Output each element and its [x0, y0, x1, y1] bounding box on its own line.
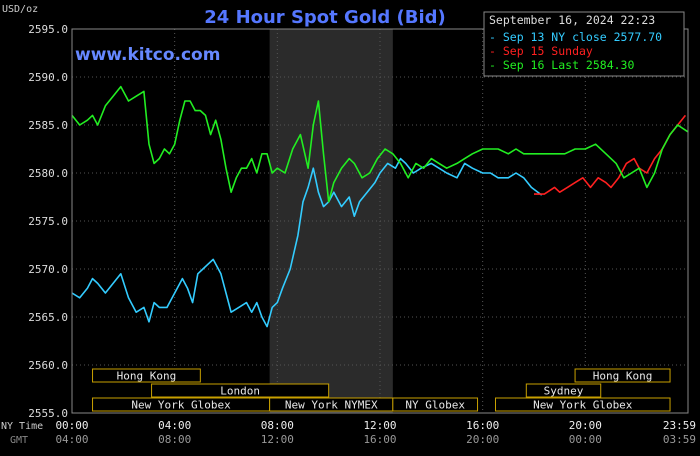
legend-entry-sep13: - Sep 13 NY close 2577.70	[489, 30, 662, 44]
timestamp: September 16, 2024 22:23	[489, 13, 655, 27]
x-tick-label-gmt: 00:00	[569, 433, 602, 446]
session-label: Hong Kong	[117, 370, 177, 383]
x-tick-label-ny: 08:00	[261, 419, 294, 432]
session-box	[525, 383, 602, 398]
x-tick-label-gmt: 16:00	[363, 433, 396, 446]
session-label: Sydney	[544, 385, 584, 398]
legend-entry-sep15: - Sep 15 Sunday	[489, 44, 593, 58]
session-label: London	[220, 385, 260, 398]
x-tick-label-gmt: 08:00	[158, 433, 191, 446]
series-line-2	[534, 114, 687, 195]
x-tick-label-gmt: 20:00	[466, 433, 499, 446]
session-box	[392, 397, 479, 412]
x-tick-label-ny: 12:00	[363, 419, 396, 432]
session-box	[151, 383, 330, 398]
y-tick-label: 2560.0	[28, 359, 68, 372]
x-tick-labels: 00:0004:0004:0008:0008:0012:0012:0016:00…	[55, 419, 696, 446]
x-axis-label-gmt: GMT	[10, 435, 28, 446]
y-tick-label: 2595.0	[28, 23, 68, 36]
session-label: New York Globex	[131, 399, 231, 412]
y-tick-label: 2580.0	[28, 167, 68, 180]
session-box	[92, 368, 201, 383]
series-layer	[71, 85, 689, 328]
series-line-3	[71, 85, 689, 203]
session-label: New York NYMEX	[285, 399, 378, 412]
y-axis-label: USD/oz	[2, 4, 38, 15]
y-tick-label: 2555.0	[28, 407, 68, 420]
x-tick-label-ny: 00:00	[55, 419, 88, 432]
y-tick-label: 2570.0	[28, 263, 68, 276]
x-tick-label-ny: 20:00	[569, 419, 602, 432]
legend-entry-sep16: - Sep 16 Last 2584.30	[489, 58, 634, 72]
legend-box: September 16, 2024 22:23 - Sep 13 NY clo…	[483, 11, 685, 77]
session-label: NY Globex	[405, 399, 465, 412]
session-label: Hong Kong	[593, 370, 653, 383]
chart-title: 24 Hour Spot Gold (Bid)	[204, 7, 445, 28]
session-box	[495, 397, 671, 412]
x-tick-label-ny: 04:00	[158, 419, 191, 432]
x-tick-label-gmt: 03:59	[663, 433, 696, 446]
x-tick-label-ny: 23:59	[663, 419, 696, 432]
session-box	[574, 368, 671, 383]
session-label: New York Globex	[533, 399, 633, 412]
y-tick-label: 2565.0	[28, 311, 68, 324]
x-tick-label-gmt: 04:00	[55, 433, 88, 446]
kitco-watermark: www.kitco.com	[75, 45, 220, 65]
y-tick-label: 2585.0	[28, 119, 68, 132]
y-tick-labels: 2595.0 2590.0 2585.0 2580.0 2575.0 2570.0 2565…	[28, 23, 68, 420]
y-tick-label: 2590.0	[28, 71, 68, 84]
series-line-1	[71, 157, 543, 328]
y-tick-label: 2575.0	[28, 215, 68, 228]
x-tick-label-gmt: 12:00	[261, 433, 294, 446]
x-axis-label-ny: NY Time	[1, 421, 43, 432]
plot-frame	[71, 28, 689, 414]
x-tick-label-ny: 16:00	[466, 419, 499, 432]
